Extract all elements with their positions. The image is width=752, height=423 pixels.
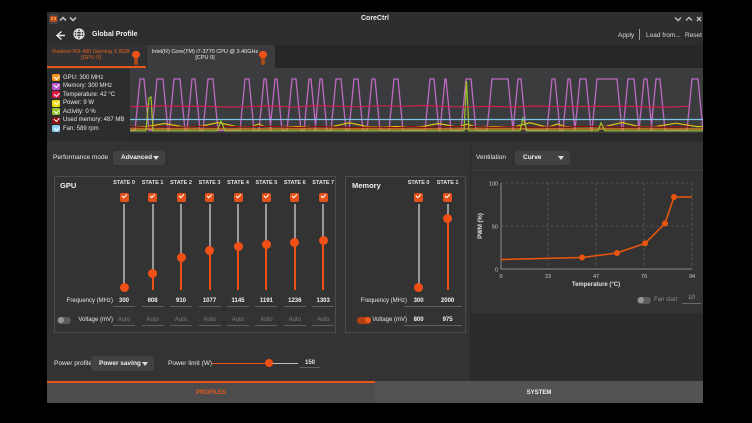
svg-text:94: 94	[689, 274, 695, 280]
svg-text:47: 47	[593, 274, 599, 280]
svg-text:PWM (%): PWM (%)	[478, 213, 484, 239]
svg-text:0: 0	[495, 268, 498, 274]
svg-text:70: 70	[641, 274, 647, 280]
svg-text:23: 23	[545, 274, 551, 280]
svg-text:0: 0	[499, 274, 502, 280]
svg-text:Temperature (°C): Temperature (°C)	[572, 282, 620, 288]
svg-text:50: 50	[492, 225, 498, 231]
svg-text:100: 100	[489, 182, 498, 188]
